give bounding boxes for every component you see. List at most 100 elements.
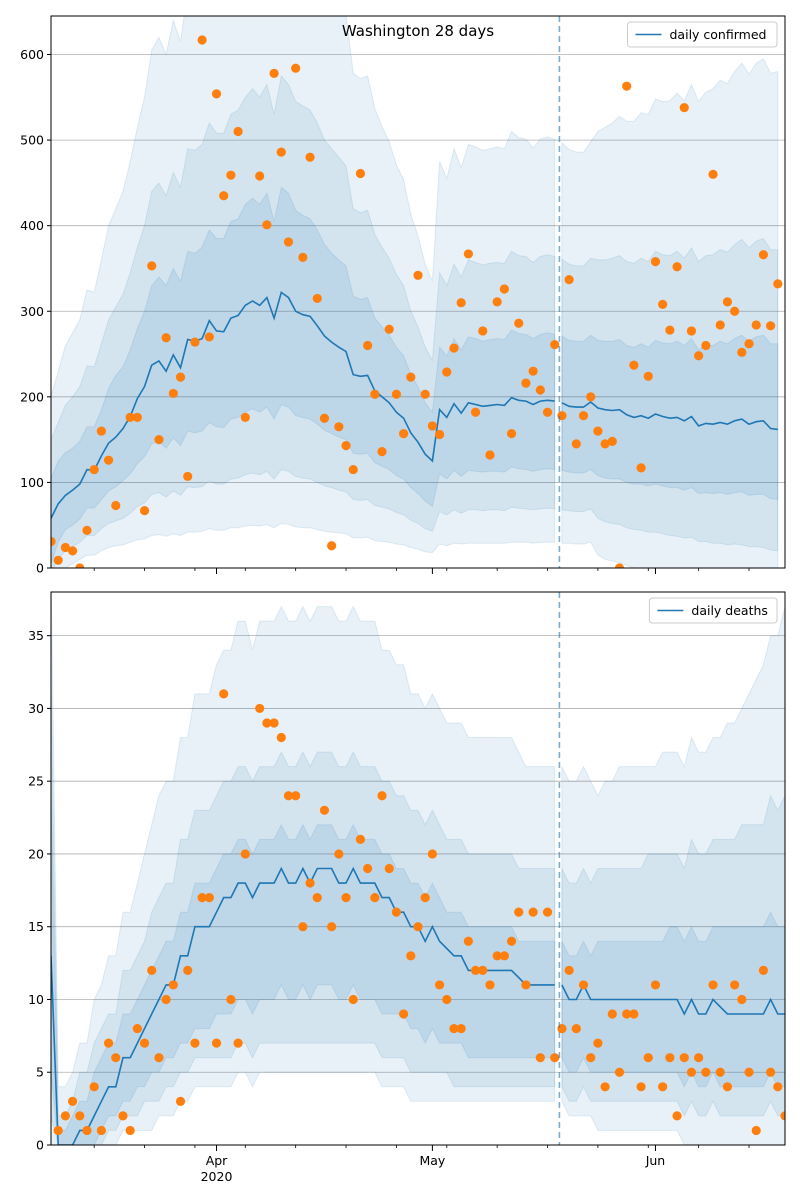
y-tick-label: 300 bbox=[20, 304, 44, 319]
data-point bbox=[427, 849, 437, 859]
band-outer-forecast bbox=[561, 606, 785, 1145]
data-point bbox=[334, 849, 344, 859]
data-point bbox=[219, 191, 229, 201]
data-point bbox=[535, 385, 545, 395]
data-point bbox=[406, 951, 416, 961]
data-point bbox=[694, 1053, 704, 1063]
data-point bbox=[744, 339, 754, 349]
data-point bbox=[658, 299, 668, 310]
data-point bbox=[550, 1053, 560, 1063]
data-point bbox=[341, 893, 351, 903]
data-point bbox=[672, 262, 682, 272]
data-point bbox=[564, 965, 574, 975]
data-point bbox=[291, 63, 301, 73]
data-point bbox=[665, 1053, 675, 1063]
data-point bbox=[485, 980, 495, 990]
data-point bbox=[758, 250, 769, 260]
data-point bbox=[139, 1038, 150, 1048]
data-point bbox=[521, 980, 531, 990]
data-point bbox=[355, 834, 366, 844]
data-point bbox=[269, 68, 279, 78]
data-point bbox=[636, 463, 646, 473]
data-point bbox=[370, 389, 380, 399]
plot-area-1 bbox=[51, 592, 785, 1145]
data-point bbox=[370, 893, 380, 903]
data-point bbox=[686, 1067, 697, 1077]
legend-box bbox=[627, 21, 778, 48]
data-point bbox=[607, 1009, 617, 1019]
data-point bbox=[240, 849, 250, 859]
data-point bbox=[51, 536, 56, 547]
x-tick-label: Apr bbox=[206, 1153, 228, 1168]
band-inner-history bbox=[51, 186, 556, 564]
data-point bbox=[363, 863, 373, 874]
data-point bbox=[607, 436, 617, 446]
data-point bbox=[528, 366, 538, 376]
data-point bbox=[111, 500, 121, 511]
data-point bbox=[701, 340, 711, 351]
data-point bbox=[528, 907, 538, 917]
data-point bbox=[96, 1125, 106, 1136]
data-point bbox=[175, 372, 186, 382]
data-point bbox=[514, 907, 524, 917]
data-point bbox=[132, 412, 142, 422]
band-inner-forecast bbox=[561, 334, 779, 501]
y-tick-label: 25 bbox=[28, 774, 44, 789]
data-point bbox=[111, 1053, 121, 1063]
data-point bbox=[442, 367, 452, 377]
data-point bbox=[204, 893, 214, 903]
data-point bbox=[183, 965, 193, 975]
data-point bbox=[542, 907, 553, 917]
data-point bbox=[708, 169, 718, 179]
data-point bbox=[168, 980, 178, 990]
data-point bbox=[442, 994, 452, 1005]
data-point bbox=[305, 152, 315, 162]
data-point bbox=[75, 563, 85, 568]
y-tick-label: 100 bbox=[20, 475, 44, 490]
data-point bbox=[399, 429, 409, 439]
data-point bbox=[593, 1038, 603, 1048]
data-point bbox=[715, 1067, 725, 1077]
data-point bbox=[643, 1053, 653, 1063]
data-point bbox=[197, 35, 207, 45]
data-point bbox=[708, 980, 718, 990]
data-point bbox=[348, 464, 358, 475]
data-point bbox=[67, 1096, 78, 1106]
data-point bbox=[506, 936, 517, 946]
data-point bbox=[571, 1023, 581, 1034]
data-point bbox=[125, 1125, 135, 1136]
data-point bbox=[103, 455, 114, 465]
data-point bbox=[327, 922, 337, 932]
data-point bbox=[319, 805, 330, 815]
data-point bbox=[154, 1053, 164, 1063]
data-point bbox=[593, 426, 603, 436]
y-tick-label: 500 bbox=[20, 133, 44, 148]
data-point bbox=[147, 261, 157, 271]
data-point bbox=[650, 980, 661, 990]
data-point bbox=[629, 360, 639, 370]
data-point bbox=[319, 413, 330, 423]
data-point bbox=[773, 279, 783, 289]
data-point bbox=[327, 541, 337, 551]
data-point bbox=[550, 340, 560, 350]
data-point bbox=[586, 1053, 596, 1063]
data-point bbox=[780, 1111, 785, 1121]
data-point bbox=[694, 351, 704, 361]
chart-title: Washington 28 days bbox=[342, 22, 494, 40]
data-point bbox=[658, 1082, 668, 1092]
data-point bbox=[262, 220, 272, 230]
data-point bbox=[226, 994, 236, 1005]
data-point bbox=[233, 1038, 243, 1048]
data-point bbox=[147, 965, 157, 975]
data-point bbox=[542, 407, 553, 417]
data-point bbox=[622, 81, 632, 91]
data-point bbox=[363, 340, 373, 351]
data-point bbox=[514, 318, 524, 328]
data-point bbox=[636, 1082, 646, 1092]
data-point bbox=[600, 1082, 610, 1092]
legend-box bbox=[648, 597, 778, 624]
data-point bbox=[305, 878, 315, 888]
data-point bbox=[154, 435, 164, 445]
data-point bbox=[413, 270, 423, 280]
